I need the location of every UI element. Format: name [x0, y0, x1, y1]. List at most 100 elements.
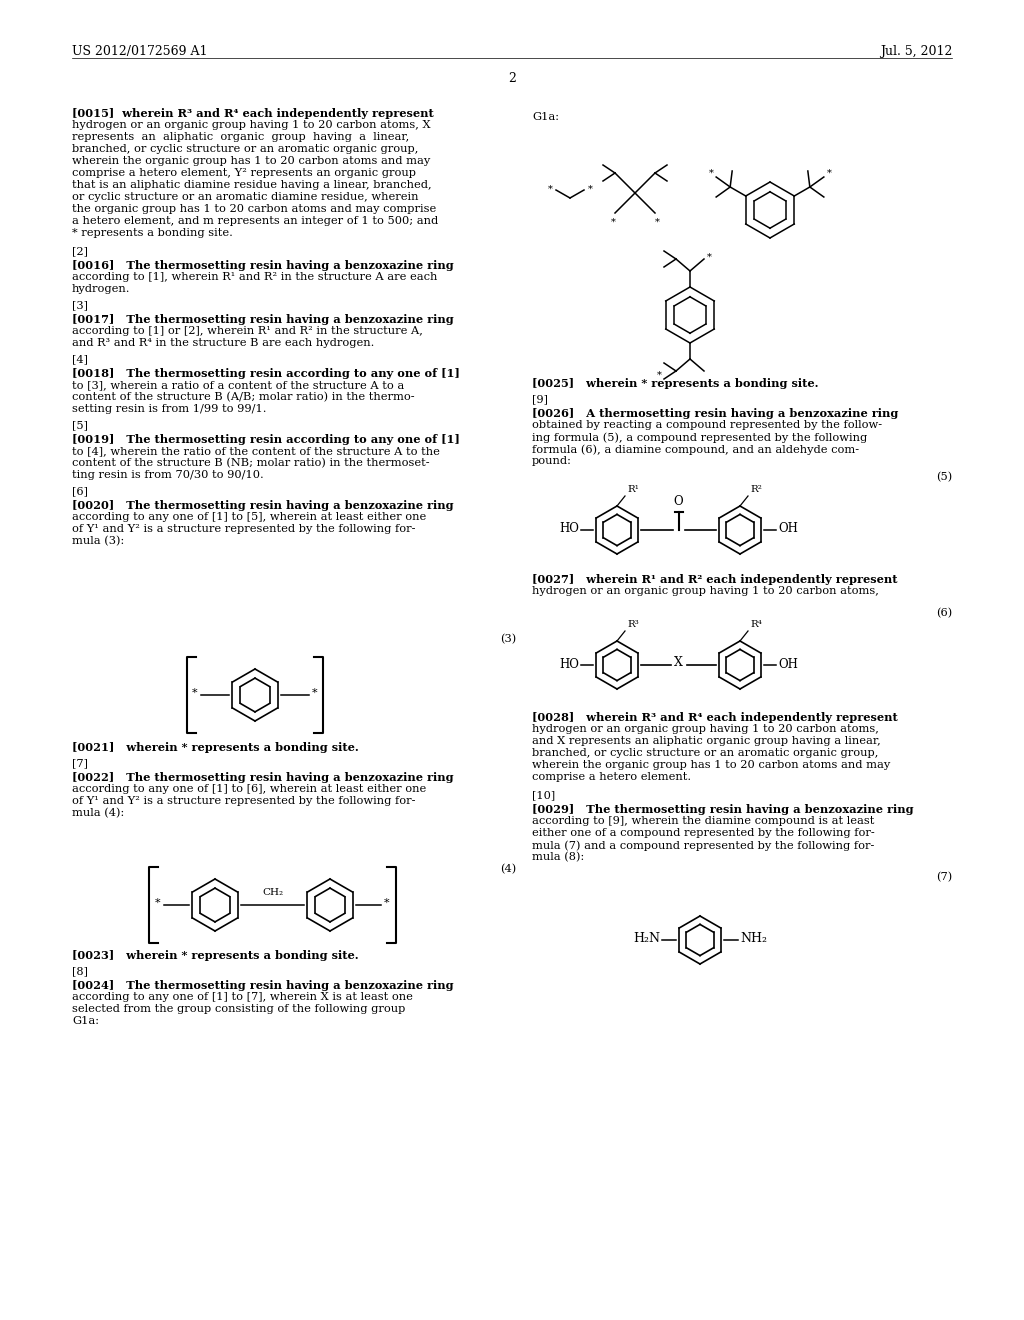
- Text: wherein the organic group has 1 to 20 carbon atoms and may: wherein the organic group has 1 to 20 ca…: [532, 760, 890, 770]
- Text: *: *: [710, 169, 714, 177]
- Text: setting resin is from 1/99 to 99/1.: setting resin is from 1/99 to 99/1.: [72, 404, 266, 414]
- Text: according to [1] or [2], wherein R¹ and R² in the structure A,: according to [1] or [2], wherein R¹ and …: [72, 326, 423, 337]
- Text: [9]: [9]: [532, 393, 548, 404]
- Text: a hetero element, and m represents an integer of 1 to 500; and: a hetero element, and m represents an in…: [72, 216, 438, 226]
- Text: hydrogen or an organic group having 1 to 20 carbon atoms,: hydrogen or an organic group having 1 to…: [532, 723, 879, 734]
- Text: the organic group has 1 to 20 carbon atoms and may comprise: the organic group has 1 to 20 carbon ato…: [72, 205, 436, 214]
- Text: [3]: [3]: [72, 300, 88, 310]
- Text: [0025]   wherein * represents a bonding site.: [0025] wherein * represents a bonding si…: [532, 378, 818, 389]
- Text: G1a:: G1a:: [532, 112, 559, 121]
- Text: *: *: [384, 898, 390, 908]
- Text: US 2012/0172569 A1: US 2012/0172569 A1: [72, 45, 208, 58]
- Text: comprise a hetero element, Y² represents an organic group: comprise a hetero element, Y² represents…: [72, 168, 416, 178]
- Text: content of the structure B (A/B; molar ratio) in the thermo-: content of the structure B (A/B; molar r…: [72, 392, 415, 403]
- Text: (7): (7): [936, 873, 952, 882]
- Text: comprise a hetero element.: comprise a hetero element.: [532, 772, 691, 781]
- Text: [0024]   The thermosetting resin having a benzoxazine ring: [0024] The thermosetting resin having a …: [72, 979, 454, 991]
- Text: (3): (3): [500, 634, 516, 644]
- Text: obtained by reacting a compound represented by the follow-: obtained by reacting a compound represen…: [532, 420, 882, 430]
- Text: (4): (4): [500, 865, 516, 874]
- Text: of Y¹ and Y² is a structure represented by the following for-: of Y¹ and Y² is a structure represented …: [72, 524, 416, 535]
- Text: [0021]   wherein * represents a bonding site.: [0021] wherein * represents a bonding si…: [72, 742, 358, 752]
- Text: [6]: [6]: [72, 486, 88, 496]
- Text: according to any one of [1] to [5], wherein at least either one: according to any one of [1] to [5], wher…: [72, 512, 426, 521]
- Text: [0028]   wherein R³ and R⁴ each independently represent: [0028] wherein R³ and R⁴ each independen…: [532, 711, 898, 723]
- Text: OH: OH: [778, 523, 798, 536]
- Text: selected from the group consisting of the following group: selected from the group consisting of th…: [72, 1005, 406, 1014]
- Text: hydrogen or an organic group having 1 to 20 carbon atoms,: hydrogen or an organic group having 1 to…: [532, 586, 879, 597]
- Text: represents  an  aliphatic  organic  group  having  a  linear,: represents an aliphatic organic group ha…: [72, 132, 410, 143]
- Text: content of the structure B (NB; molar ratio) in the thermoset-: content of the structure B (NB; molar ra…: [72, 458, 430, 469]
- Text: to [3], wherein a ratio of a content of the structure A to a: to [3], wherein a ratio of a content of …: [72, 380, 404, 389]
- Text: hydrogen.: hydrogen.: [72, 284, 130, 294]
- Text: [5]: [5]: [72, 420, 88, 430]
- Text: (5): (5): [936, 473, 952, 482]
- Text: *: *: [657, 371, 662, 380]
- Text: [0019]   The thermosetting resin according to any one of [1]: [0019] The thermosetting resin according…: [72, 434, 460, 445]
- Text: [8]: [8]: [72, 966, 88, 975]
- Text: R³: R³: [627, 620, 639, 630]
- Text: H₂N: H₂N: [633, 932, 660, 945]
- Text: [0017]   The thermosetting resin having a benzoxazine ring: [0017] The thermosetting resin having a …: [72, 314, 454, 325]
- Text: *: *: [548, 185, 552, 194]
- Text: [0022]   The thermosetting resin having a benzoxazine ring: [0022] The thermosetting resin having a …: [72, 772, 454, 783]
- Text: ing formula (5), a compound represented by the following: ing formula (5), a compound represented …: [532, 432, 867, 442]
- Text: *: *: [707, 252, 712, 261]
- Text: Jul. 5, 2012: Jul. 5, 2012: [880, 45, 952, 58]
- Text: according to any one of [1] to [7], wherein X is at least one: according to any one of [1] to [7], wher…: [72, 993, 413, 1002]
- Text: according to any one of [1] to [6], wherein at least either one: according to any one of [1] to [6], wher…: [72, 784, 426, 795]
- Text: [4]: [4]: [72, 354, 88, 364]
- Text: branched, or cyclic structure or an aromatic organic group,: branched, or cyclic structure or an arom…: [72, 144, 419, 154]
- Text: according to [9], wherein the diamine compound is at least: according to [9], wherein the diamine co…: [532, 816, 874, 826]
- Text: R²: R²: [750, 484, 762, 494]
- Text: according to [1], wherein R¹ and R² in the structure A are each: according to [1], wherein R¹ and R² in t…: [72, 272, 437, 282]
- Text: ting resin is from 70/30 to 90/10.: ting resin is from 70/30 to 90/10.: [72, 470, 264, 480]
- Text: *: *: [156, 898, 161, 908]
- Text: [0029]   The thermosetting resin having a benzoxazine ring: [0029] The thermosetting resin having a …: [532, 804, 913, 814]
- Text: either one of a compound represented by the following for-: either one of a compound represented by …: [532, 828, 874, 838]
- Text: [2]: [2]: [72, 246, 88, 256]
- Text: mula (7) and a compound represented by the following for-: mula (7) and a compound represented by t…: [532, 840, 874, 850]
- Text: *: *: [312, 688, 317, 698]
- Text: hydrogen or an organic group having 1 to 20 carbon atoms, X: hydrogen or an organic group having 1 to…: [72, 120, 431, 129]
- Text: R¹: R¹: [627, 484, 639, 494]
- Text: [0018]   The thermosetting resin according to any one of [1]: [0018] The thermosetting resin according…: [72, 368, 460, 379]
- Text: * represents a bonding site.: * represents a bonding site.: [72, 228, 232, 238]
- Text: of Y¹ and Y² is a structure represented by the following for-: of Y¹ and Y² is a structure represented …: [72, 796, 416, 807]
- Text: [0023]   wherein * represents a bonding site.: [0023] wherein * represents a bonding si…: [72, 950, 358, 961]
- Text: [0020]   The thermosetting resin having a benzoxazine ring: [0020] The thermosetting resin having a …: [72, 500, 454, 511]
- Text: O: O: [674, 495, 683, 508]
- Text: [7]: [7]: [72, 758, 88, 768]
- Text: or cyclic structure or an aromatic diamine residue, wherein: or cyclic structure or an aromatic diami…: [72, 191, 419, 202]
- Text: [0015]  wherein R³ and R⁴ each independently represent: [0015] wherein R³ and R⁴ each independen…: [72, 108, 434, 119]
- Text: 2: 2: [508, 73, 516, 84]
- Text: mula (4):: mula (4):: [72, 808, 124, 818]
- Text: *: *: [826, 169, 831, 177]
- Text: *: *: [193, 688, 198, 698]
- Text: NH₂: NH₂: [740, 932, 767, 945]
- Text: that is an aliphatic diamine residue having a linear, branched,: that is an aliphatic diamine residue hav…: [72, 180, 432, 190]
- Text: mula (3):: mula (3):: [72, 536, 124, 546]
- Text: and X represents an aliphatic organic group having a linear,: and X represents an aliphatic organic gr…: [532, 737, 881, 746]
- Text: formula (6), a diamine compound, and an aldehyde com-: formula (6), a diamine compound, and an …: [532, 444, 859, 454]
- Text: [10]: [10]: [532, 789, 555, 800]
- Text: HO: HO: [559, 523, 579, 536]
- Text: G1a:: G1a:: [72, 1016, 99, 1026]
- Text: pound:: pound:: [532, 455, 571, 466]
- Text: HO: HO: [559, 657, 579, 671]
- Text: mula (8):: mula (8):: [532, 851, 585, 862]
- Text: *: *: [610, 218, 615, 227]
- Text: [0027]   wherein R¹ and R² each independently represent: [0027] wherein R¹ and R² each independen…: [532, 574, 897, 585]
- Text: R⁴: R⁴: [750, 620, 762, 630]
- Text: OH: OH: [778, 657, 798, 671]
- Text: X: X: [674, 656, 683, 669]
- Text: [0026]   A thermosetting resin having a benzoxazine ring: [0026] A thermosetting resin having a be…: [532, 408, 898, 418]
- Text: (6): (6): [936, 609, 952, 618]
- Text: *: *: [654, 218, 659, 227]
- Text: to [4], wherein the ratio of the content of the structure A to the: to [4], wherein the ratio of the content…: [72, 446, 440, 455]
- Text: branched, or cyclic structure or an aromatic organic group,: branched, or cyclic structure or an arom…: [532, 748, 879, 758]
- Text: and R³ and R⁴ in the structure B are each hydrogen.: and R³ and R⁴ in the structure B are eac…: [72, 338, 375, 348]
- Text: [0016]   The thermosetting resin having a benzoxazine ring: [0016] The thermosetting resin having a …: [72, 260, 454, 271]
- Text: CH₂: CH₂: [262, 888, 283, 898]
- Text: *: *: [588, 185, 593, 194]
